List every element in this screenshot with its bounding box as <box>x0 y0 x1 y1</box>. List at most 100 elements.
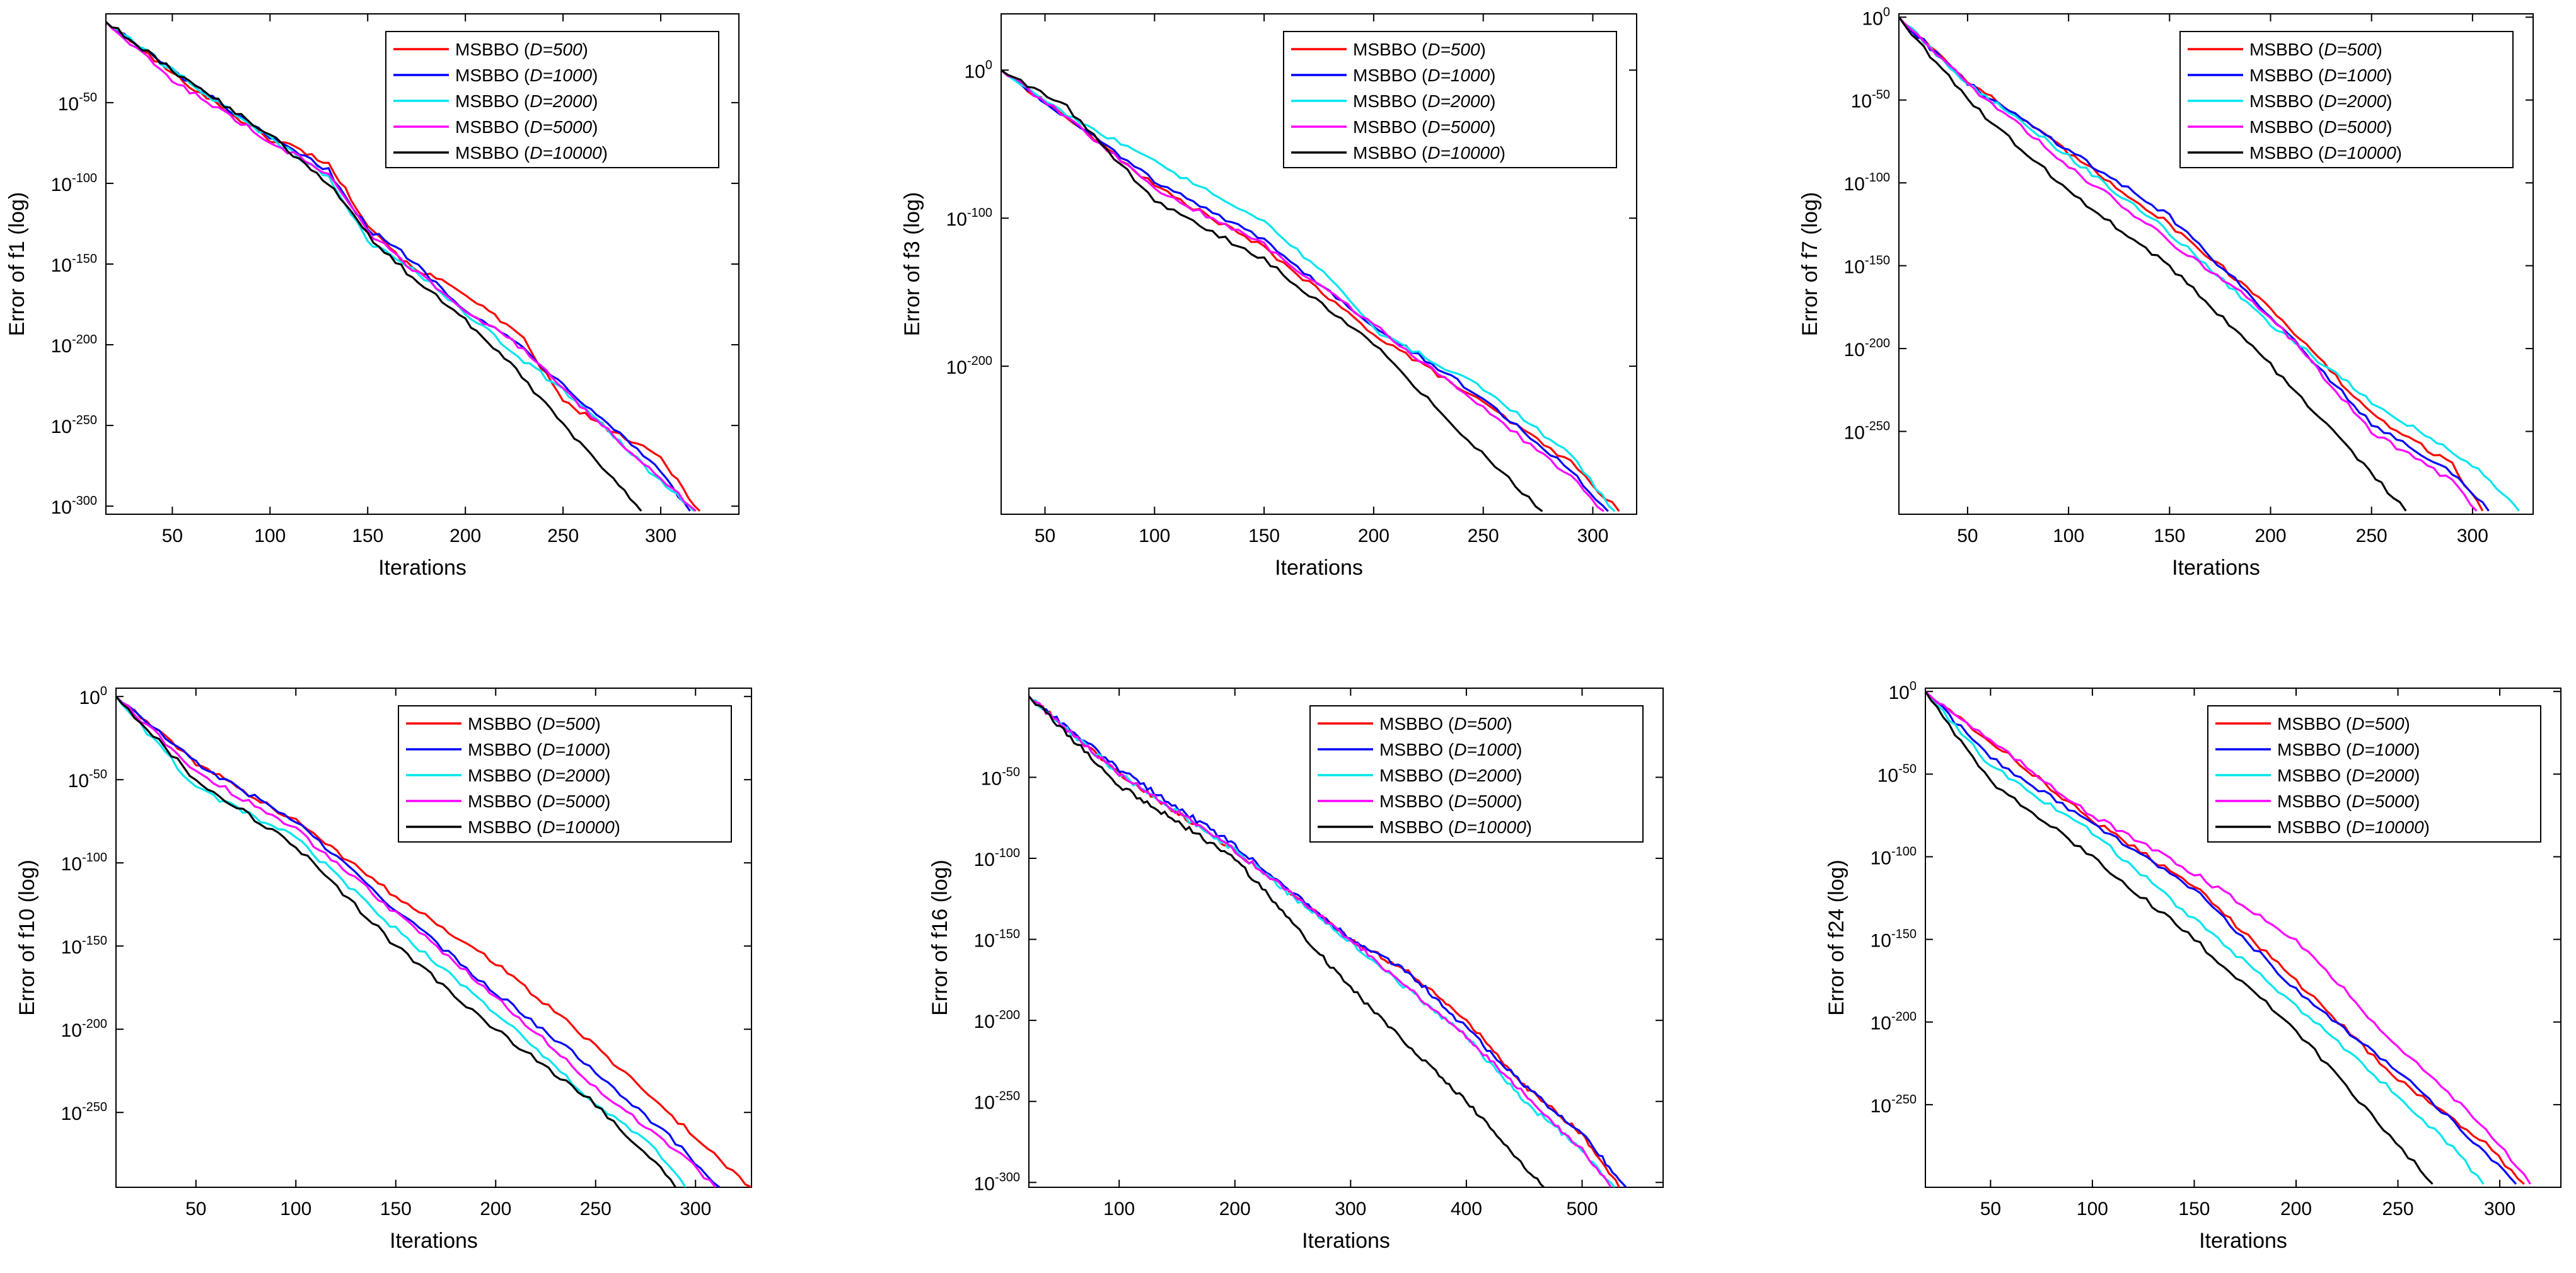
legend-entry: MSBBO (D=1000) <box>2277 740 2420 759</box>
legend-entry: MSBBO (D=1000) <box>1379 740 1522 759</box>
y-axis-label: Error of f16 (log) <box>928 860 952 1016</box>
x-tick-label: 300 <box>2457 526 2488 546</box>
y-tick-label: 10-150 <box>974 928 1020 952</box>
series-line-msbbo-d-2000- <box>116 696 687 1187</box>
series-line-msbbo-d-2000- <box>106 21 695 512</box>
legend-entry: MSBBO (D=10000) <box>1379 817 1532 837</box>
legend-box <box>385 31 719 168</box>
y-tick-label: 10-100 <box>1871 844 1917 868</box>
series-line-msbbo-d-1000- <box>1925 691 2517 1185</box>
x-tick-label: 150 <box>352 526 383 546</box>
x-tick-label: 50 <box>162 526 183 546</box>
legend-entry: MSBBO (D=10000) <box>2277 817 2430 837</box>
chart-f7: 50 100 150 200 250 300 100 10-50 10-100 10-150 10-… <box>1798 5 2534 580</box>
x-tick-label: 200 <box>1219 1199 1251 1219</box>
x-tick-label: 200 <box>480 1199 511 1219</box>
chart-f1: 50 100 150 200 250 300 10-50 10-100 10-150 10-200… <box>5 13 740 580</box>
x-tick-label: 50 <box>1957 526 1978 546</box>
legend-box <box>1309 705 1644 843</box>
x-tick-label: 200 <box>2280 1199 2312 1219</box>
x-tick-label: 150 <box>1248 526 1280 546</box>
y-axis-label: Error of f24 (log) <box>1825 860 1848 1016</box>
chart-f24: 50 100 150 200 250 300 100 10-50 10-100 10-150 10-… <box>1825 679 2561 1253</box>
x-tick-label: 100 <box>2077 1199 2108 1219</box>
legend-entry: MSBBO (D=2000) <box>2277 766 2420 785</box>
y-tick-label: 10-150 <box>1844 254 1890 278</box>
x-axis-label: Iterations <box>390 1229 478 1253</box>
x-tick-label: 250 <box>1468 526 1499 546</box>
legend-entry: MSBBO (D=5000) <box>2277 792 2420 811</box>
series-line-msbbo-d-2000- <box>1925 691 2485 1185</box>
legend-box <box>2207 705 2541 843</box>
y-tick-label: 10-50 <box>981 765 1020 789</box>
series-line-msbbo-d-5000- <box>106 21 697 512</box>
y-axis-label: Error of f7 (log) <box>1798 192 1822 337</box>
chart-f3: 50 100 150 200 250 300 100 10-100 10-200 Iteratio… <box>900 13 1637 580</box>
y-tick-label: 10-50 <box>1877 762 1917 786</box>
legend-entry: MSBBO (D=500) <box>468 714 601 734</box>
series-line-msbbo-d-10000- <box>1899 16 2407 512</box>
y-tick-label: 10-200 <box>61 1017 107 1041</box>
y-tick-label: 10-100 <box>946 206 992 230</box>
legend-entry: MSBBO (D=500) <box>1353 40 1486 59</box>
y-axis-label: Error of f1 (log) <box>5 192 29 337</box>
chart-f16: 100 200 300 400 500 10-50 10-100 10-150 10-200 10… <box>928 688 1664 1253</box>
legend-entry: MSBBO (D=500) <box>2249 40 2382 59</box>
x-tick-label: 250 <box>2382 1199 2414 1219</box>
y-tick-label: 10-150 <box>51 252 97 276</box>
y-tick-label: 10-250 <box>974 1090 1020 1114</box>
y-tick-label: 100 <box>79 684 108 708</box>
y-tick-label: 10-250 <box>1871 1093 1917 1117</box>
x-tick-label: 300 <box>2484 1199 2515 1219</box>
series-line-msbbo-d-5000- <box>1029 695 1612 1187</box>
y-tick-label: 10-200 <box>1871 1010 1917 1034</box>
x-axis-label: Iterations <box>2199 1229 2287 1253</box>
legend-entry: MSBBO (D=10000) <box>468 817 620 837</box>
x-tick-label: 300 <box>1335 1199 1366 1219</box>
legend-entry: MSBBO (D=5000) <box>1353 117 1495 137</box>
legend-entry: MSBBO (D=1000) <box>468 740 610 759</box>
y-tick-label: 10-300 <box>51 494 97 518</box>
x-tick-label: 50 <box>185 1199 206 1219</box>
chart-f10: 50 100 150 200 250 300 100 10-50 10-100 10-150 10-… <box>15 684 752 1253</box>
y-tick-label: 10-100 <box>1844 171 1890 195</box>
x-tick-label: 250 <box>547 526 579 546</box>
y-tick-label: 10-300 <box>974 1170 1020 1194</box>
x-tick-label: 100 <box>280 1199 311 1219</box>
legend-entry: MSBBO (D=2000) <box>1379 766 1522 785</box>
series-line-msbbo-d-10000- <box>1925 691 2434 1185</box>
legend-entry: MSBBO (D=5000) <box>2249 117 2392 137</box>
y-tick-label: 10-50 <box>58 91 97 115</box>
x-tick-label: 100 <box>1103 1199 1135 1219</box>
y-tick-label: 10-200 <box>974 1008 1020 1032</box>
series-line-msbbo-d-1000- <box>1001 69 1609 512</box>
y-tick-label: 10-250 <box>1844 420 1890 444</box>
legend-entry: MSBBO (D=5000) <box>455 117 598 137</box>
x-tick-label: 200 <box>2254 526 2286 546</box>
y-tick-label: 10-50 <box>68 768 107 792</box>
series-line-msbbo-d-5000- <box>1925 691 2531 1185</box>
legend-entry: MSBBO (D=2000) <box>468 766 610 785</box>
legend-entry: MSBBO (D=1000) <box>455 66 598 85</box>
legend-entry: MSBBO (D=1000) <box>1353 66 1495 85</box>
y-tick-label: 10-250 <box>61 1100 107 1124</box>
x-tick-label: 250 <box>580 1199 612 1219</box>
x-tick-label: 300 <box>680 1199 711 1219</box>
y-tick-label: 10-100 <box>61 851 107 875</box>
x-tick-label: 300 <box>645 526 676 546</box>
legend-entry: MSBBO (D=2000) <box>2249 91 2392 111</box>
x-axis-label: Iterations <box>1302 1229 1390 1253</box>
series-line-msbbo-d-1000- <box>116 696 721 1187</box>
y-tick-label: 100 <box>965 58 993 82</box>
x-tick-label: 500 <box>1566 1199 1598 1219</box>
series-line-msbbo-d-5000- <box>116 696 717 1187</box>
y-axis-label: Error of f10 (log) <box>15 860 39 1016</box>
x-axis-label: Iterations <box>2172 556 2260 580</box>
legend-entry: MSBBO (D=5000) <box>468 792 610 811</box>
series-line-msbbo-d-10000- <box>1001 69 1543 512</box>
series-line-msbbo-d-2000- <box>1001 69 1616 512</box>
y-tick-label: 100 <box>1889 679 1917 703</box>
series-line-msbbo-d-10000- <box>116 696 676 1187</box>
